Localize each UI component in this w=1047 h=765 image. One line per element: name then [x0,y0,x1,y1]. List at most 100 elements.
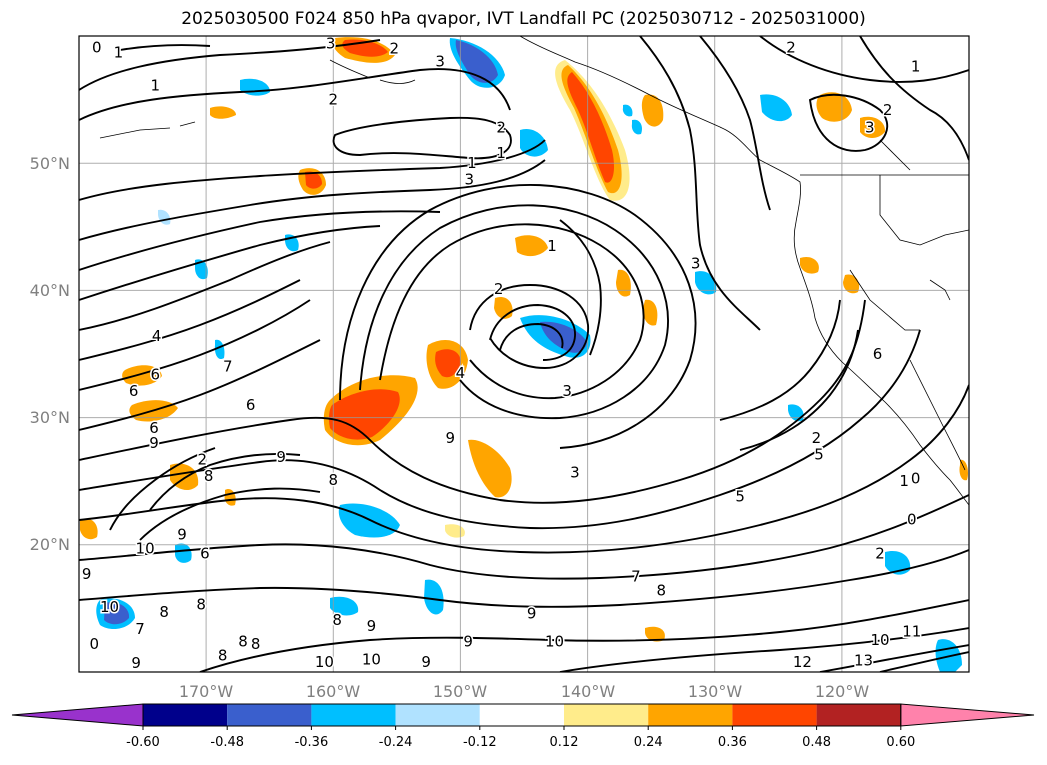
contour-label: 3 [465,171,475,189]
contour-label: 2 [390,40,400,58]
lat-label: 40°N [30,281,70,300]
contour-label: 2 [496,119,506,137]
contour-labels: 0 113 232211321233124332560120546669762898… [80,35,923,672]
contour-label: 2 [812,429,822,447]
contour-label: 0 [92,38,102,56]
contour-label: 9 [177,526,187,544]
contour-label: 6 [129,382,139,400]
contour-label: 9 [527,605,537,623]
colorbar-segment [143,704,228,726]
colorbar-extend-high [900,703,1035,727]
contour-label: 5 [735,488,745,506]
longitude-labels: 170°W 160°W 150°W 140°W 130°W 120°W [179,682,870,701]
contour-label: 1 [151,77,161,95]
colorbar-segment [648,704,733,726]
contour-label: 8 [329,471,339,489]
colorbar-tick-label: 0.12 [550,735,579,750]
contour-label: 8 [657,582,667,600]
colorbar-segment [311,704,396,726]
contour-label: 11 [902,622,921,640]
contour-label: 10 [100,598,119,616]
colorbar-segment [816,704,901,726]
colorbar-tick-label: -0.48 [210,735,244,750]
contour-label: 7 [223,358,233,376]
contour-label: 9 [82,565,92,583]
contour-label: 6 [873,345,883,363]
contour-label: 12 [793,653,812,671]
contour-label: 1 [467,154,477,172]
contour-label: 5 [814,446,824,464]
contour-label: 9 [149,434,159,452]
contour-label: 1 [911,58,921,76]
contour-label: 8 [251,635,261,653]
contour-label: 13 [854,652,873,670]
lon-label: 170°W [179,682,234,701]
colorbar: -0.60 -0.48 -0.36 -0.24 -0.12 0.12 0.24 0.36 0.4… [11,703,1035,750]
lon-label: 120°W [815,682,870,701]
contour-label: 0 [911,470,921,488]
contour-label: 1 [899,472,909,490]
contour-label: 2 [198,451,208,469]
contour-label: 1 [547,237,557,255]
contour-label: 9 [131,654,141,672]
contour-label: 4 [152,327,162,345]
contour-label: 8 [218,647,228,665]
contour-label: 1 [114,44,124,62]
colorbar-tick-label: -0.12 [463,735,497,750]
contour-label: 9 [276,448,286,466]
latitude-labels: 50°N 40°N 30°N 20°N [30,154,70,554]
lat-label: 20°N [30,535,70,554]
colorbar-outline [142,703,902,727]
contour-label: 6 [200,545,210,563]
contour-label: 10 [870,631,889,649]
contour-label: 7 [631,568,641,586]
lat-label: 30°N [30,408,70,427]
lon-label: 150°W [433,682,488,701]
contour-label: 3 [570,463,580,481]
contour-label: 9 [446,429,456,447]
contour-label: 9 [367,617,377,635]
map-frame [78,35,970,673]
colorbar-extend-low [11,703,144,727]
contour-label: 10 [136,540,155,558]
contour-label: 8 [238,633,248,651]
contour-label: 1 [496,144,506,162]
contour-label: 9 [463,633,473,651]
map-content: 0 113 232211321233124332560120546669762898… [79,35,969,672]
colorbar-tick-label: -0.36 [295,735,329,750]
coastlines [99,36,969,506]
lon-label: 130°W [688,682,743,701]
contour-label: 10 [362,650,381,668]
colorbar-segment [564,704,649,726]
contour-label: 3 [326,35,336,53]
contour-label: 3 [691,255,701,273]
colorbar-tick-label: -0.24 [379,735,413,750]
contour-label: 2 [875,545,885,563]
colorbar-segment [395,704,480,726]
contour-label: 3 [562,382,572,400]
contour-label: 2 [786,38,796,56]
contour-label: 8 [159,603,169,621]
colorbar-segment [227,704,312,726]
colorbar-tick-label: 0.36 [718,735,747,750]
contour-label: 0 [90,635,100,653]
contour-label: 3 [435,52,445,70]
contour-label: 3 [865,119,875,137]
contour-label: 2 [883,101,893,119]
colorbar-segment [732,704,817,726]
lon-label: 140°W [561,682,616,701]
contour-label: 6 [246,396,256,414]
contour-label: 7 [135,620,145,638]
lon-label: 160°W [306,682,361,701]
contour-label: 10 [545,633,564,651]
colorbar-tick-label: -0.60 [126,735,160,750]
plot-title: 2025030500 F024 850 hPa qvapor, IVT Land… [181,9,866,29]
contour-label: 8 [332,611,342,629]
graticule [79,36,969,672]
colorbar-tick-label: 0.48 [802,735,831,750]
contour-label: 6 [151,365,161,383]
contour-label: 0 [907,510,917,528]
contour-label: 2 [494,280,504,298]
contour-label: 6 [149,419,159,437]
